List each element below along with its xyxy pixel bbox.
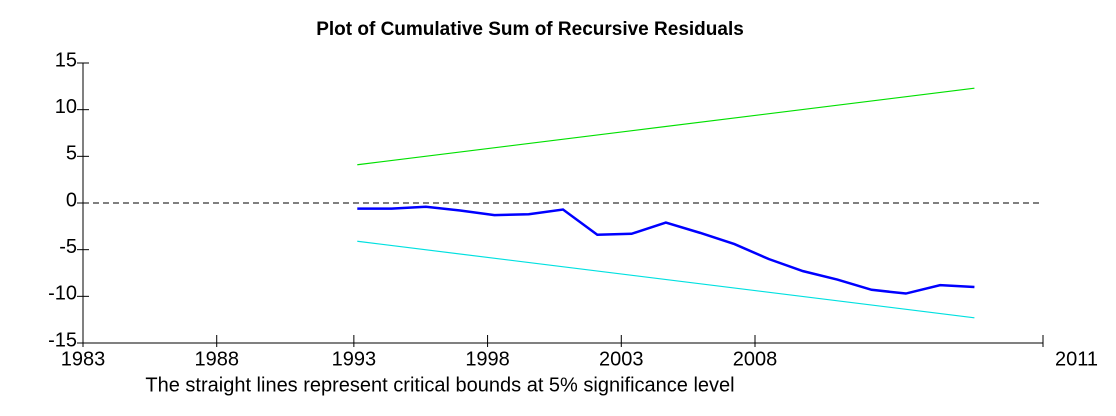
y-tick-label: 10 [55,96,77,118]
x-tick-label: 1983 [61,348,106,370]
y-tick-label: 15 [55,49,77,71]
x-tick-label: 2011 [1055,348,1098,370]
x-tick-label: 2003 [599,348,644,370]
y-tick-label: 0 [66,189,77,211]
series-line [357,240,975,319]
chart-title: Plot of Cumulative Sum of Recursive Resi… [316,19,744,40]
caption: The straight lines represent critical bo… [145,374,734,396]
y-tick-label: -10 [48,283,77,305]
series-line [357,87,975,166]
x-tick-label: 1998 [465,348,510,370]
y-tick-label: 5 [66,143,77,165]
y-tick-label: -5 [59,236,77,258]
x-tick-label: 1988 [194,348,239,370]
series-line [357,205,975,295]
y-tick-label: -15 [48,329,77,351]
x-tick-label: 2008 [733,348,778,370]
x-tick-label: 1993 [332,348,377,370]
